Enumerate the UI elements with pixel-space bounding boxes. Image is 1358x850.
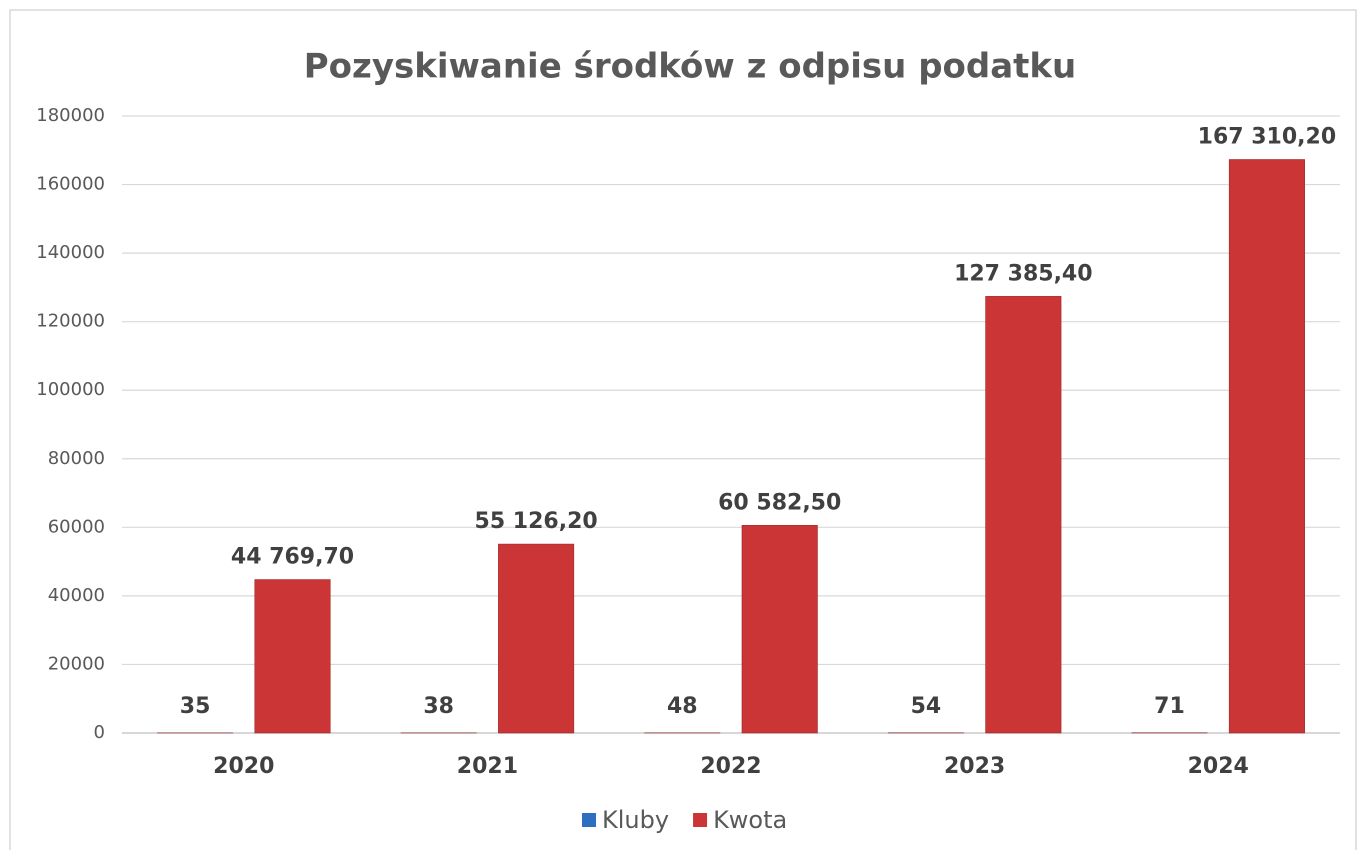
chart-title: Pozyskiwanie środków z odpisu podatku [304,47,1077,87]
y-tick-label: 160000 [36,174,105,195]
chart-frame [9,9,1357,850]
value-label: 38 [423,694,454,719]
y-tick-label: 180000 [36,105,105,126]
y-tick-label: 100000 [36,379,105,400]
bar [1228,159,1305,734]
value-label: 54 [911,694,942,719]
legend-swatch [693,813,708,827]
value-label: 48 [667,694,698,719]
y-tick-label: 60000 [48,516,105,537]
y-tick-label: 40000 [48,585,105,606]
y-tick-label: 140000 [36,242,105,263]
x-tick-label: 2020 [213,754,274,779]
x-tick-label: 2022 [700,754,761,779]
value-label: 44 769,70 [231,545,354,570]
legend-swatch [582,813,596,827]
value-label: 55 126,20 [475,509,598,534]
bar [741,525,818,734]
bar [985,296,1062,734]
bar [254,579,331,734]
value-label: 35 [180,694,211,719]
legend-label: Kwota [713,806,787,834]
y-tick-label: 0 [94,722,105,743]
legend-label: Kluby [602,806,669,834]
value-label: 167 310,20 [1198,124,1336,149]
value-label: 127 385,40 [954,261,1092,286]
y-tick-label: 120000 [36,311,105,332]
x-tick-label: 2021 [457,754,518,779]
x-tick-label: 2023 [944,754,1005,779]
value-label: 71 [1154,694,1185,719]
y-tick-label: 20000 [48,653,105,674]
x-tick-label: 2024 [1188,754,1249,779]
value-label: 60 582,50 [718,490,841,515]
y-tick-label: 80000 [48,448,105,469]
bar [498,543,575,734]
